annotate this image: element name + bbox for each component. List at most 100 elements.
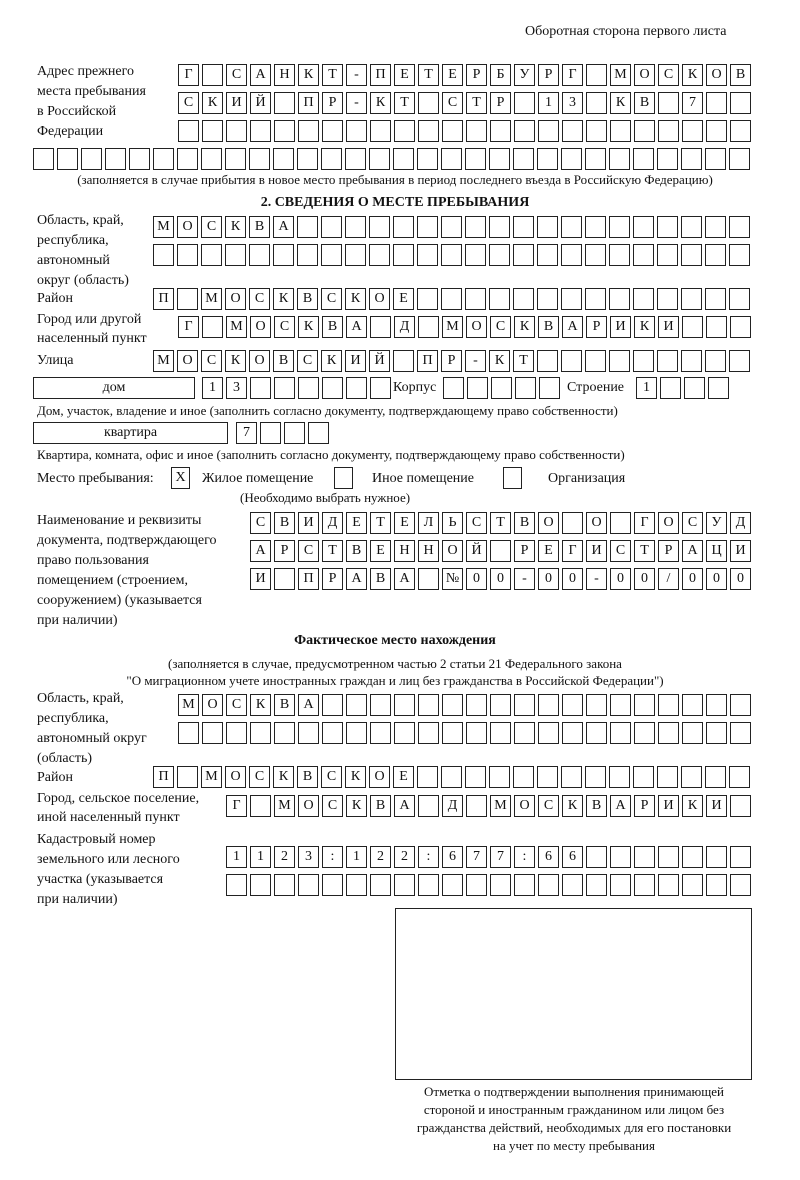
char-cell[interactable] [633, 350, 654, 372]
char-cell[interactable]: 0 [466, 568, 487, 590]
char-cell[interactable] [708, 377, 729, 399]
char-cell[interactable]: 0 [682, 568, 703, 590]
char-cell[interactable]: Е [442, 64, 463, 86]
char-cell[interactable] [393, 350, 414, 372]
char-cell[interactable]: С [322, 795, 343, 817]
char-cell[interactable]: С [226, 694, 247, 716]
char-cell[interactable]: Р [514, 540, 535, 562]
char-cell[interactable] [467, 377, 488, 399]
char-cell[interactable]: 0 [634, 568, 655, 590]
char-cell[interactable] [177, 288, 198, 310]
char-cell[interactable] [537, 350, 558, 372]
char-cell[interactable] [490, 694, 511, 716]
char-cell[interactable] [633, 148, 654, 170]
char-cell[interactable] [466, 722, 487, 744]
char-cell[interactable] [466, 795, 487, 817]
char-cell[interactable] [609, 148, 630, 170]
char-cell[interactable] [346, 377, 367, 399]
char-cell[interactable]: В [273, 350, 294, 372]
char-cell[interactable]: О [442, 540, 463, 562]
char-cell[interactable] [178, 120, 199, 142]
char-cell[interactable] [465, 148, 486, 170]
char-cell[interactable] [177, 148, 198, 170]
char-cell[interactable]: Г [178, 64, 199, 86]
char-cell[interactable] [515, 377, 536, 399]
char-cell[interactable]: : [418, 846, 439, 868]
char-cell[interactable] [729, 244, 750, 266]
char-cell[interactable] [730, 120, 751, 142]
char-cell[interactable] [538, 722, 559, 744]
char-cell[interactable] [308, 422, 329, 444]
char-cell[interactable] [249, 148, 270, 170]
char-cell[interactable]: С [250, 512, 271, 534]
char-cell[interactable] [297, 244, 318, 266]
char-cell[interactable] [660, 377, 681, 399]
char-cell[interactable] [513, 766, 534, 788]
char-cell[interactable]: С [321, 288, 342, 310]
char-cell[interactable]: О [177, 350, 198, 372]
char-cell[interactable] [442, 120, 463, 142]
char-cell[interactable]: Т [394, 92, 415, 114]
char-cell[interactable]: С [178, 92, 199, 114]
char-cell[interactable] [705, 216, 726, 238]
char-cell[interactable]: С [490, 316, 511, 338]
char-cell[interactable] [489, 244, 510, 266]
char-cell[interactable]: А [273, 216, 294, 238]
char-cell[interactable]: : [322, 846, 343, 868]
char-cell[interactable]: Г [178, 316, 199, 338]
char-cell[interactable] [562, 874, 583, 896]
stay-checkbox-residential[interactable]: X [171, 467, 190, 489]
char-cell[interactable]: А [346, 316, 367, 338]
char-cell[interactable] [610, 512, 631, 534]
char-cell[interactable]: В [586, 795, 607, 817]
char-cell[interactable]: О [466, 316, 487, 338]
char-cell[interactable] [249, 244, 270, 266]
char-cell[interactable]: В [346, 540, 367, 562]
char-cell[interactable]: А [682, 540, 703, 562]
char-cell[interactable]: О [634, 64, 655, 86]
char-cell[interactable] [705, 350, 726, 372]
char-cell[interactable] [81, 148, 102, 170]
char-cell[interactable] [657, 766, 678, 788]
char-cell[interactable] [226, 120, 247, 142]
char-cell[interactable] [441, 148, 462, 170]
char-cell[interactable]: М [201, 766, 222, 788]
char-cell[interactable]: С [226, 64, 247, 86]
char-cell[interactable] [514, 92, 535, 114]
char-cell[interactable] [609, 350, 630, 372]
char-cell[interactable] [298, 722, 319, 744]
char-cell[interactable] [586, 92, 607, 114]
char-cell[interactable] [465, 288, 486, 310]
char-cell[interactable]: О [298, 795, 319, 817]
char-cell[interactable] [730, 874, 751, 896]
char-cell[interactable] [658, 874, 679, 896]
char-cell[interactable] [682, 316, 703, 338]
char-cell[interactable]: Е [393, 288, 414, 310]
char-cell[interactable]: П [298, 568, 319, 590]
char-cell[interactable] [561, 216, 582, 238]
char-cell[interactable]: П [417, 350, 438, 372]
char-cell[interactable]: К [345, 766, 366, 788]
char-cell[interactable]: О [202, 694, 223, 716]
char-cell[interactable] [417, 244, 438, 266]
char-cell[interactable] [298, 874, 319, 896]
char-cell[interactable]: У [514, 64, 535, 86]
char-cell[interactable] [370, 377, 391, 399]
char-cell[interactable]: М [178, 694, 199, 716]
char-cell[interactable]: К [370, 92, 391, 114]
char-cell[interactable] [609, 216, 630, 238]
char-cell[interactable] [537, 148, 558, 170]
char-cell[interactable]: 7 [682, 92, 703, 114]
char-cell[interactable]: В [634, 92, 655, 114]
char-cell[interactable] [705, 288, 726, 310]
char-cell[interactable]: А [394, 568, 415, 590]
char-cell[interactable]: П [153, 766, 174, 788]
char-cell[interactable]: В [249, 216, 270, 238]
char-cell[interactable]: 1 [202, 377, 223, 399]
char-cell[interactable] [585, 350, 606, 372]
char-cell[interactable] [418, 120, 439, 142]
apartment-type-field[interactable]: квартира [33, 422, 228, 444]
char-cell[interactable] [609, 288, 630, 310]
char-cell[interactable] [586, 120, 607, 142]
char-cell[interactable] [202, 120, 223, 142]
